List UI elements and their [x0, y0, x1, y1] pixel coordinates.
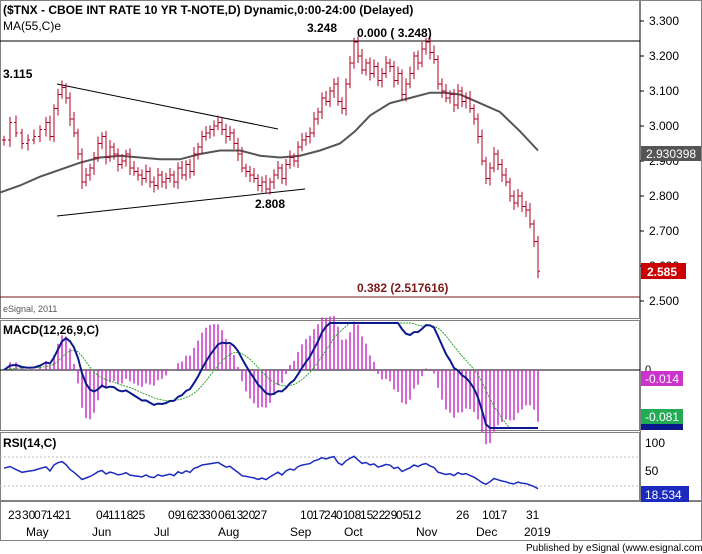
x-day-label: 31 [526, 508, 540, 522]
x-day-label: 17 [494, 508, 508, 522]
x-day-label: 16 [180, 508, 194, 522]
chart-title: ($TNX - CBOE INT RATE 10 YR T-NOTE,D) Dy… [3, 3, 413, 17]
x-day-label: 09 [168, 508, 182, 522]
copyright: eSignal, 2011 [3, 304, 57, 314]
price-tick-label: 3.300 [649, 14, 679, 28]
x-day-label: 10 [482, 508, 496, 522]
x-day-label: 18 [120, 508, 134, 522]
x-day-label: 13 [230, 508, 244, 522]
x-day-label: 20 [242, 508, 256, 522]
price-panel [0, 0, 640, 319]
macd-signal-line [3, 322, 538, 429]
macd-hist-badge-value: -0.014 [645, 372, 679, 386]
x-month-label: 2019 [524, 525, 551, 539]
x-day-label: 30 [204, 508, 218, 522]
macd-histogram [9, 315, 539, 445]
x-day-label: 27 [254, 508, 268, 522]
x-day-label: 22 [372, 508, 386, 522]
x-month-label: Dec [476, 525, 497, 539]
x-month-label: Nov [416, 525, 437, 539]
x-day-label: 10 [300, 508, 314, 522]
x-day-label: 29 [384, 508, 398, 522]
macd-signal-badge [641, 409, 683, 424]
price-tick-label: 3.100 [649, 84, 679, 98]
macd-hist-badge [641, 371, 683, 386]
x-month-label: Sep [290, 525, 312, 539]
ma-badge [641, 146, 701, 161]
x-day-label: 07 [34, 508, 48, 522]
last-price-value: 2.585 [647, 265, 677, 279]
macd-line [3, 322, 538, 429]
price-tick-label: 3.000 [649, 119, 679, 133]
x-month-label: Jul [154, 525, 169, 539]
x-day-label: 25 [132, 508, 146, 522]
ma-label: MA(55,C)e [3, 19, 61, 33]
x-day-label: 14 [46, 508, 60, 522]
x-day-label: 05 [396, 508, 410, 522]
x-day-label: 01 [336, 508, 350, 522]
rsi-tick-100: 100 [645, 436, 665, 450]
x-day-label: 24 [324, 508, 338, 522]
x-day-label: 21 [58, 508, 72, 522]
ma-badge-value: 2.930398 [646, 147, 696, 161]
left-level-label: 3.115 [3, 67, 33, 81]
x-day-label: 15 [360, 508, 374, 522]
x-day-label: 23 [8, 508, 22, 522]
x-month-label: Oct [344, 525, 363, 539]
x-month-label: Aug [218, 525, 239, 539]
x-day-label: 30 [22, 508, 36, 522]
x-day-label: 23 [192, 508, 206, 522]
x-axis-months: May Jun Jul Aug Sep Oct Nov Dec 2019 [26, 525, 551, 539]
x-day-label: 12 [408, 508, 422, 522]
lower-trendline [56, 188, 306, 217]
rsi-line [3, 455, 539, 490]
x-month-label: Jun [92, 525, 111, 539]
last-price-badge [641, 263, 686, 279]
x-day-label: 08 [348, 508, 362, 522]
rsi-label: RSI(14,C) [3, 436, 56, 450]
upper-trendline [56, 83, 279, 130]
high-label: 3.248 [307, 21, 337, 35]
price-tick-label: 3.200 [649, 49, 679, 63]
rsi-badge-value: 18.534 [645, 488, 682, 502]
rsi-panel [0, 432, 640, 501]
date-axis-frame [0, 501, 702, 541]
fib-top-label: 0.000 ( 3.248) [357, 26, 432, 40]
x-day-label: 17 [312, 508, 326, 522]
x-month-label: May [26, 525, 49, 539]
macd-label: MACD(12,26,9,C) [3, 323, 99, 337]
price-tick-label: 2.700 [649, 224, 679, 238]
macd-signal-badge-value: -0.081 [645, 410, 679, 424]
x-day-label: 04 [96, 508, 110, 522]
fib-382-label: 0.382 (2.517616) [357, 281, 448, 295]
rsi-tick-50: 50 [645, 464, 659, 478]
price-axis: 3.3003.2003.1003.0002.9002.8002.7002.600… [640, 14, 679, 308]
price-tick-label: 2.500 [649, 294, 679, 308]
price-tick-label: 2.800 [649, 189, 679, 203]
macd-line-badge [641, 424, 683, 430]
x-day-label: 11 [108, 508, 121, 522]
macd-zero-tick: 0 [645, 364, 651, 376]
price-candles [2, 36, 540, 279]
x-day-label: 06 [218, 508, 232, 522]
low-label: 2.808 [255, 197, 285, 211]
footer-published: Published by eSignal (www.esignal.com) [526, 543, 702, 554]
rsi-badge [641, 486, 689, 502]
x-day-label: 26 [456, 508, 470, 522]
